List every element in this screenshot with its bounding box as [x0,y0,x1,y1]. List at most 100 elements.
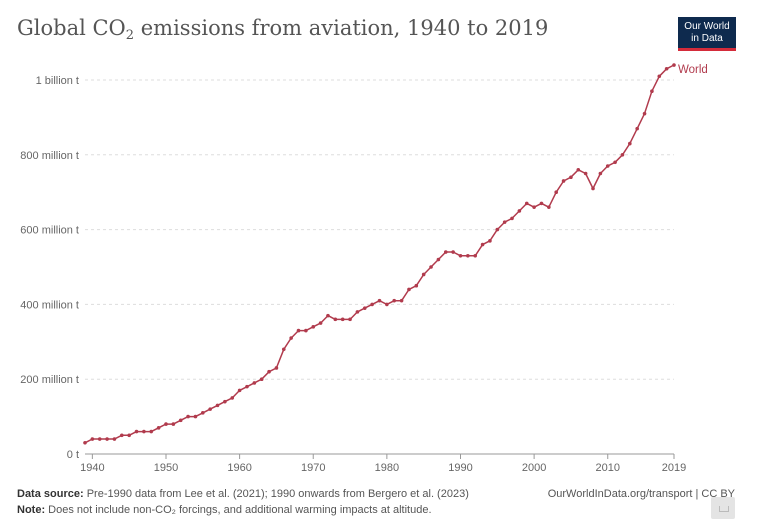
x-tick-label-5: 1990 [448,462,472,474]
data-point-1977 [362,306,367,310]
data-point-1950 [164,422,168,426]
credit-link[interactable]: OurWorldInData.org/transport | CC BY [547,488,735,500]
chart-title: Global CO2 emissions from aviation, 1940… [17,16,549,43]
data-point-2012 [620,153,625,157]
x-axis-ticks: 1940 1950 1960 1970 1980 1990 2000 2010 2019 [80,454,686,474]
download-icon[interactable] [711,497,735,519]
data-point-2018 [664,66,669,71]
data-point-2000 [532,205,536,209]
x-tick-label-0: 1940 [80,462,104,474]
data-point-1980 [385,302,389,307]
data-point-1972 [326,313,330,318]
data-point-1984 [414,283,419,288]
data-point-2008 [591,186,595,191]
source-note: Data source: Pre-1990 data from Lee et a… [17,488,469,500]
data-point-2014 [635,126,639,131]
data-point-1990 [458,253,463,258]
data-point-1959 [230,396,235,400]
data-point-1995 [495,227,500,232]
series-label-world: World [678,64,708,76]
data-point-1987 [436,257,441,262]
data-point-1962 [252,381,257,385]
data-point-1994 [488,239,492,243]
data-point-1951 [171,422,176,426]
data-point-1991 [466,253,470,258]
grid-layer [85,79,674,380]
x-tick-label-6: 2000 [522,462,546,474]
x-tick-label-8: 2019 [662,462,686,474]
data-point-1965 [274,366,279,370]
data-point-2002 [547,205,551,209]
data-point-1992 [473,253,478,258]
data-point-1986 [429,265,433,269]
data-point-1939 [83,440,87,445]
series-line-world [84,64,675,444]
y-tick-label-0: 0 t [67,449,79,461]
data-point-1944 [120,433,124,438]
series-layer: World [83,63,708,445]
data-point-2015 [642,111,647,116]
data-point-1982 [399,298,404,303]
data-point-2016 [650,89,654,94]
y-tick-label-5: 1 billion t [36,75,79,87]
data-point-1993 [480,242,485,247]
data-point-1946 [134,429,139,434]
data-point-1940 [90,437,95,441]
data-point-1941 [97,437,102,441]
logo-line-1: Our World [684,21,730,32]
data-point-1999 [524,201,529,206]
data-point-2005 [569,175,573,180]
x-tick-label-4: 1980 [375,462,399,474]
logo-line-2: in Data [691,33,723,44]
data-point-1956 [208,407,212,411]
data-point-1953 [186,414,190,419]
source-label: Data source: [17,488,84,500]
data-point-2003 [554,190,558,194]
data-point-2009 [598,171,603,176]
data-point-1974 [340,317,345,322]
data-point-1969 [304,328,308,333]
y-tick-label-1: 200 million t [20,374,79,386]
data-point-1960 [237,388,242,393]
data-point-1943 [112,437,117,441]
data-point-1948 [149,429,154,434]
data-point-1964 [267,369,271,374]
data-point-2006 [576,167,581,172]
data-point-2004 [561,179,566,183]
data-point-1968 [296,328,301,333]
data-point-1957 [215,403,220,408]
data-point-1947 [142,429,146,434]
data-point-2013 [628,141,632,146]
data-point-2017 [657,74,662,79]
x-tick-label-2: 1960 [227,462,251,474]
data-point-1997 [510,216,514,221]
data-point-1981 [392,298,397,303]
data-point-1958 [223,399,227,404]
data-point-1985 [421,272,426,277]
data-point-1996 [502,220,507,224]
data-point-1976 [355,310,360,314]
data-point-1967 [289,336,293,340]
owid-logo[interactable]: Our World in Data [678,17,736,51]
y-tick-label-4: 800 million t [20,150,79,162]
data-point-2019 [672,63,676,67]
footnote: Note: Does not include non-CO₂ forcings,… [17,504,432,516]
data-point-1998 [517,209,522,213]
data-point-1961 [245,384,249,389]
data-point-1983 [407,287,411,292]
data-point-1978 [370,302,374,307]
data-point-2010 [605,164,610,168]
x-tick-label-3: 1970 [301,462,325,474]
note-label: Note: [17,504,46,516]
data-point-2007 [583,171,588,176]
data-point-1949 [156,426,161,430]
data-point-2001 [539,201,544,206]
y-axis-ticks: 0 t 200 million t 400 million t 600 million… [20,75,79,461]
data-point-1970 [311,325,316,329]
data-point-1966 [281,347,286,352]
data-point-1975 [348,317,352,322]
data-point-1973 [333,317,338,322]
data-point-1989 [451,250,455,254]
data-point-1952 [178,418,183,423]
